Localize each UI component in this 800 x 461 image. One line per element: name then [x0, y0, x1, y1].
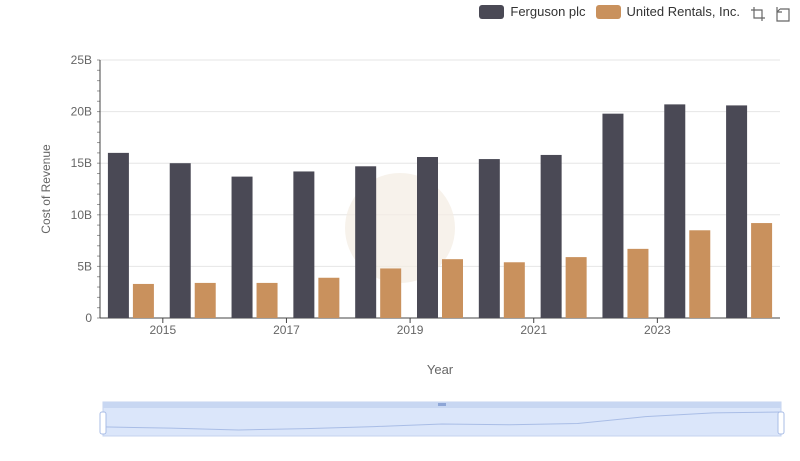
- data-zoom-preview-line: [102, 411, 782, 431]
- legend-item-ferguson[interactable]: Ferguson plc: [479, 4, 586, 19]
- y-tick-label: 20B: [71, 105, 92, 119]
- bar-united-rentals[interactable]: [380, 268, 402, 318]
- data-zoom-right-handle[interactable]: [777, 411, 785, 435]
- x-tick-label: 2015: [149, 323, 176, 337]
- y-tick-label: 10B: [71, 208, 92, 222]
- bar-ferguson[interactable]: [726, 105, 748, 319]
- bar-ferguson[interactable]: [417, 157, 438, 318]
- x-tick-label: 2021: [520, 323, 547, 337]
- bar-ferguson[interactable]: [540, 154, 562, 318]
- legend-label-ferguson: Ferguson plc: [510, 4, 586, 19]
- legend-swatch-united-rentals: [595, 4, 621, 19]
- legend-item-united-rentals[interactable]: United Rentals, Inc.: [595, 4, 740, 19]
- zoom-icon[interactable]: [750, 6, 766, 22]
- y-tick-label: 15B: [71, 156, 92, 170]
- x-tick-label: 2017: [273, 323, 300, 337]
- data-zoom-left-handle[interactable]: [99, 411, 107, 435]
- bar-united-rentals[interactable]: [132, 283, 154, 318]
- bar-ferguson[interactable]: [355, 166, 377, 318]
- bar-ferguson[interactable]: [169, 163, 191, 318]
- y-axis-title: Cost of Revenue: [39, 144, 53, 234]
- legend: Ferguson plc United Rentals, Inc.: [479, 4, 740, 19]
- bar-united-rentals[interactable]: [442, 259, 463, 318]
- bar-united-rentals[interactable]: [689, 230, 711, 318]
- x-tick-label: 2023: [644, 323, 671, 337]
- bar-united-rentals[interactable]: [318, 277, 340, 318]
- bar-united-rentals[interactable]: [565, 257, 587, 318]
- bar-united-rentals[interactable]: [503, 262, 525, 318]
- x-axis-title: Year: [427, 362, 454, 377]
- legend-swatch-ferguson: [479, 4, 505, 19]
- bar-united-rentals[interactable]: [256, 282, 278, 318]
- bar-ferguson[interactable]: [231, 176, 253, 318]
- bar-ferguson[interactable]: [602, 113, 624, 318]
- y-tick-label: 25B: [71, 53, 92, 67]
- legend-label-united-rentals: United Rentals, Inc.: [626, 4, 740, 19]
- restore-icon[interactable]: [774, 6, 790, 22]
- bar-ferguson[interactable]: [478, 159, 500, 318]
- y-tick-label: 0: [85, 311, 92, 325]
- bar-united-rentals[interactable]: [751, 223, 773, 318]
- bar-ferguson[interactable]: [664, 104, 686, 318]
- bar-united-rentals[interactable]: [194, 282, 216, 318]
- data-zoom-drag-grip[interactable]: [438, 403, 446, 406]
- bar-ferguson[interactable]: [293, 171, 315, 318]
- bar-ferguson[interactable]: [107, 152, 129, 318]
- bar-united-rentals[interactable]: [627, 248, 649, 318]
- y-tick-label: 5B: [77, 259, 92, 273]
- x-tick-label: 2019: [397, 323, 424, 337]
- toolbox: [750, 6, 790, 22]
